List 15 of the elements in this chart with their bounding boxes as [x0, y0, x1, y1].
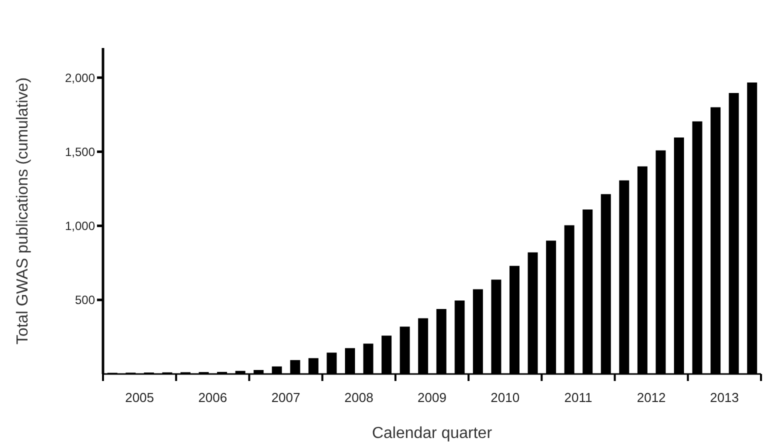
- x-tick-label: 2007: [271, 390, 300, 405]
- x-tick-label: 2010: [490, 390, 520, 405]
- x-axis-title: Calendar quarter: [372, 425, 493, 442]
- y-axis-title: Total GWAS publications (cumulative): [14, 77, 32, 345]
- x-tick-label: 2012: [636, 390, 666, 405]
- x-tick-label: 2009: [418, 390, 446, 405]
- y-tick-label: 500: [74, 293, 96, 308]
- y-tick-label: 1,000: [64, 219, 96, 234]
- y-tick-label: 1,500: [64, 144, 96, 159]
- x-tick-label: 2006: [198, 390, 228, 405]
- x-tick-label: 2013: [710, 390, 739, 405]
- x-tick-label: 2008: [344, 390, 374, 405]
- x-tick-label: 2005: [125, 390, 154, 405]
- x-tick-label: 2011: [564, 390, 592, 405]
- y-tick-label: 2,000: [64, 70, 96, 85]
